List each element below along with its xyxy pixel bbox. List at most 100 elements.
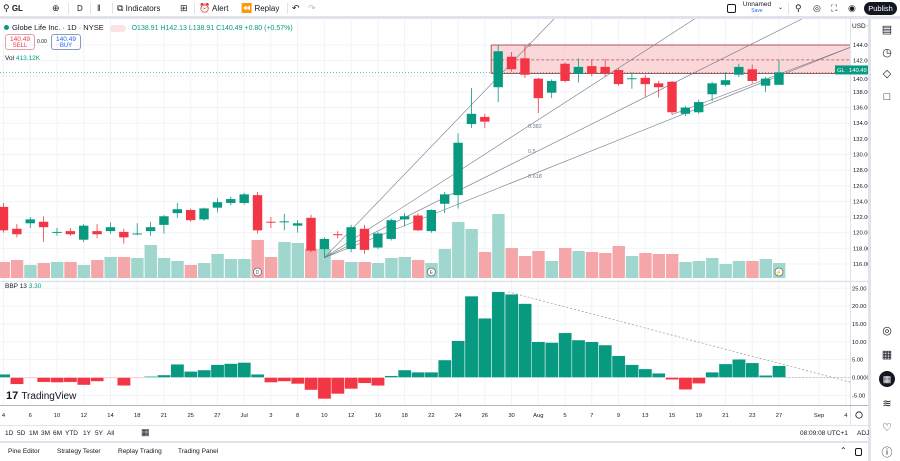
- chat-icon[interactable]: □: [883, 91, 891, 103]
- bbp-bar: [0, 374, 11, 378]
- alert-button[interactable]: ⏰ Alert: [199, 3, 229, 13]
- volume-bar: [746, 260, 759, 278]
- fullscreen-button[interactable]: ⛶: [831, 3, 837, 14]
- price-chart[interactable]: 00.3820.50.618DE⚡144.00142.00140.00138.0…: [0, 0, 868, 425]
- time-tick-label: 3: [269, 413, 272, 419]
- publish-button[interactable]: Publish: [864, 2, 897, 15]
- replay-button[interactable]: ⏪ Replay: [241, 3, 280, 13]
- tab-trading-panel[interactable]: Trading Panel: [178, 448, 219, 455]
- signal-icon[interactable]: ≋: [882, 398, 892, 410]
- range-all[interactable]: All: [107, 430, 115, 437]
- templates-button[interactable]: ⊞: [180, 3, 188, 14]
- volume-bar: [452, 222, 465, 278]
- sell-button[interactable]: 140.49 SELL: [5, 34, 35, 50]
- volume-bar: [398, 256, 411, 278]
- interval-button[interactable]: D: [77, 4, 83, 13]
- target-icon[interactable]: ◎: [882, 325, 892, 337]
- ohlc-values: O138.91 H142.13 L138.91 C140.49 +0.80 (+…: [131, 25, 293, 32]
- candle: [172, 202, 183, 218]
- candle-body: [399, 216, 410, 220]
- candle-body: [747, 69, 757, 81]
- volume-bar: [478, 252, 492, 278]
- bbp-bar: [117, 377, 131, 386]
- maximize-panel-icon[interactable]: [855, 448, 862, 456]
- range-5y[interactable]: 5Y: [95, 430, 103, 437]
- bell-icon[interactable]: ♡: [882, 422, 892, 434]
- bbp-bar: [464, 295, 479, 378]
- candle: [386, 218, 396, 241]
- buy-button[interactable]: 140.49 BUY: [51, 34, 81, 50]
- calendar-icon[interactable]: ▦: [881, 349, 893, 361]
- layout-name-button[interactable]: Unnamed Save: [742, 1, 772, 14]
- candle: [159, 214, 169, 234]
- candle-body: [226, 199, 236, 203]
- redo-icon: ↷: [308, 3, 316, 13]
- adjust-button[interactable]: ADJ: [857, 430, 870, 437]
- candle-body: [145, 227, 156, 232]
- chevron-down-icon[interactable]: ⌄: [778, 5, 784, 11]
- tab-replay-trading[interactable]: Replay Trading: [118, 448, 162, 455]
- chart-type-button[interactable]: ‖: [97, 3, 101, 14]
- time-tick-label: 19: [696, 413, 702, 419]
- volume-bar: [24, 264, 37, 278]
- time-tick-label: 27: [776, 413, 782, 419]
- range-1d[interactable]: 1D: [5, 430, 14, 437]
- compare-symbol-button[interactable]: ⊕: [52, 3, 60, 14]
- market-status-icon: [4, 25, 9, 30]
- range-6m[interactable]: 6M: [53, 430, 63, 437]
- candle-body: [212, 202, 223, 208]
- apps-grid-icon[interactable]: ▦: [879, 371, 895, 387]
- alarm-clock-icon[interactable]: ◷: [882, 47, 892, 59]
- bbp-bar: [237, 362, 252, 378]
- layers-icon[interactable]: ◇: [882, 68, 892, 80]
- candle: [573, 58, 584, 83]
- volume-bar: [625, 256, 639, 278]
- volume-bar: [131, 258, 144, 278]
- candle-body: [546, 80, 557, 93]
- quick-search-button[interactable]: ⚲: [795, 3, 802, 14]
- candle-body: [0, 206, 9, 231]
- undo-icon: ↶: [292, 3, 300, 13]
- range-1y[interactable]: 1Y: [83, 430, 91, 437]
- settings-button[interactable]: ◎: [813, 3, 821, 14]
- snapshot-button[interactable]: ◉: [848, 3, 856, 14]
- candle-body: [199, 208, 209, 220]
- bbp-tick-label: 0.0000: [852, 376, 868, 382]
- candle-body: [266, 221, 276, 223]
- undo-button[interactable]: ↶: [292, 3, 300, 14]
- collapse-panel-icon[interactable]: ⌃: [840, 446, 847, 455]
- bbp-bar: [36, 377, 51, 383]
- divider: [0, 17, 900, 19]
- candle-body: [667, 81, 677, 113]
- fib-fan-level-label: 0.5: [528, 149, 536, 155]
- candle: [52, 227, 62, 236]
- range-1m[interactable]: 1M: [29, 430, 39, 437]
- layout-checkbox-icon[interactable]: [727, 4, 736, 13]
- bbp-bar: [331, 377, 345, 395]
- price-tick-label: 122.00: [853, 215, 868, 221]
- candle: [92, 224, 102, 239]
- redo-button[interactable]: ↷: [308, 3, 316, 14]
- range-3m[interactable]: 3M: [41, 430, 51, 437]
- candle: [292, 220, 303, 233]
- bbp-tick-label: 15.00: [852, 322, 867, 328]
- data-problem-badge[interactable]: [109, 24, 126, 32]
- tradingview-logo[interactable]: 17 TradingView: [6, 390, 77, 402]
- watchlist-icon[interactable]: ▤: [881, 24, 893, 36]
- tab-strategy-tester[interactable]: Strategy Tester: [57, 448, 101, 455]
- candle: [480, 113, 490, 128]
- axis-settings-icon[interactable]: [855, 411, 863, 419]
- volume-bar: [238, 258, 251, 278]
- indicators-button[interactable]: ⧉ Indicators: [117, 3, 161, 13]
- price-tick-label: 132.00: [853, 137, 868, 143]
- symbol-search[interactable]: ⚲ GL: [3, 3, 23, 13]
- date-range-calendar-icon[interactable]: ▦: [141, 427, 150, 437]
- range-5d[interactable]: 5D: [17, 430, 26, 437]
- help-icon[interactable]: ⓘ: [881, 447, 893, 459]
- bbp-bar: [103, 377, 118, 379]
- range-ytd[interactable]: YTD: [65, 430, 78, 437]
- tab-pine-editor[interactable]: Pine Editor: [8, 448, 40, 455]
- clock[interactable]: 08:09:08 UTC+1: [800, 430, 848, 437]
- candle: [359, 224, 370, 254]
- candle: [185, 208, 196, 222]
